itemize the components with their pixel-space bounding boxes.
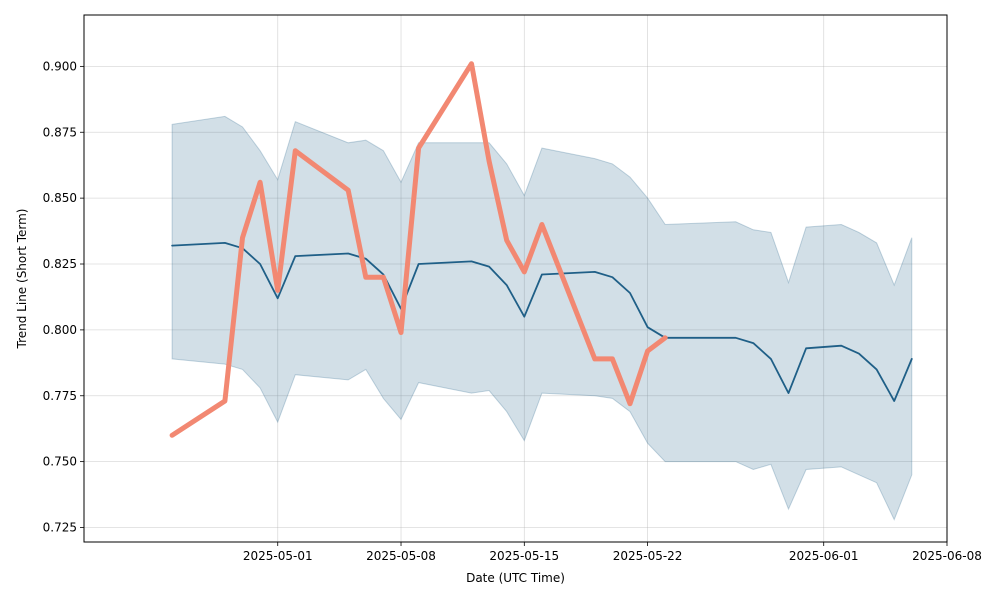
trend-line [171, 241, 913, 402]
plot-frame [83, 14, 948, 543]
series-lines [169, 61, 913, 438]
y-axis-ticks: 0.725 0.750 0.775 0.800 0.825 0.850 0.875 0.900 [43, 59, 84, 535]
y-tick-label: 0.875 [43, 125, 77, 139]
y-tick-label: 0.775 [43, 389, 77, 403]
y-tick-label: 0.725 [43, 521, 77, 535]
x-tick-label: 2025-05-15 [489, 549, 559, 563]
y-tick-label: 0.900 [43, 59, 77, 73]
band-area [171, 115, 913, 521]
confidence-band [171, 115, 913, 521]
x-axis-ticks: 2025-05-01 2025-05-08 2025-05-15 2025-05-22… [243, 542, 982, 563]
y-tick-label: 0.800 [43, 323, 77, 337]
actual-line [169, 61, 668, 438]
x-tick-label: 2025-05-01 [243, 549, 313, 563]
y-tick-label: 0.850 [43, 191, 77, 205]
y-axis-label: Trend Line (Short Term) [15, 209, 29, 350]
y-tick-label: 0.750 [43, 455, 77, 469]
y-tick-label: 0.825 [43, 257, 77, 271]
x-axis-label: Date (UTC Time) [466, 571, 565, 585]
x-tick-label: 2025-05-08 [366, 549, 436, 563]
x-tick-label: 2025-06-01 [789, 549, 859, 563]
x-tick-label: 2025-06-08 [912, 549, 982, 563]
x-tick-label: 2025-05-22 [613, 549, 683, 563]
